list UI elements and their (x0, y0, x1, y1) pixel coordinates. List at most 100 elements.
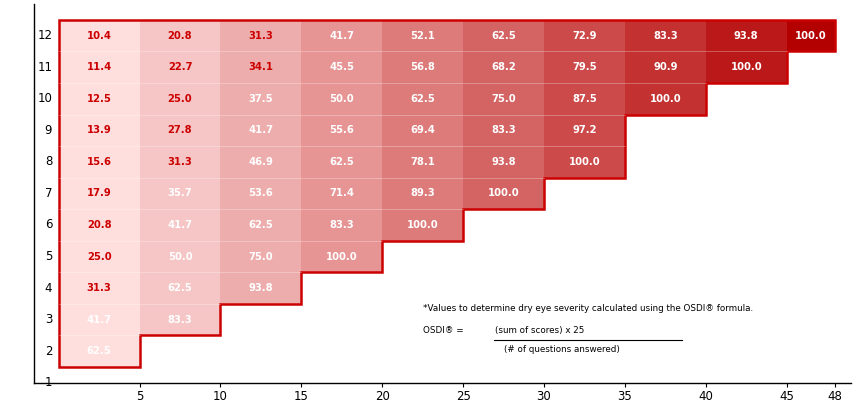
Bar (301, 83, 382, 114)
Bar (625, 83, 706, 114)
Text: 25.0: 25.0 (87, 252, 112, 262)
Bar (301, 146, 382, 178)
Bar (544, 83, 625, 114)
Text: OSDI® =: OSDI® = (422, 326, 466, 335)
Bar (382, 83, 464, 114)
Text: 11: 11 (37, 61, 52, 74)
Bar (139, 209, 220, 241)
Bar (464, 83, 544, 114)
Bar (139, 178, 220, 209)
Text: 69.4: 69.4 (410, 125, 435, 135)
Bar (301, 209, 382, 241)
Bar (706, 20, 787, 52)
Text: 11.4: 11.4 (87, 62, 112, 72)
Bar (544, 114, 625, 146)
Bar (301, 178, 382, 209)
Bar (220, 52, 301, 83)
Bar (382, 146, 464, 178)
Text: 100.0: 100.0 (730, 62, 762, 72)
Text: 62.5: 62.5 (87, 346, 112, 356)
Bar (58, 241, 139, 272)
Text: 62.5: 62.5 (249, 220, 273, 230)
Bar (58, 114, 139, 146)
Text: 83.3: 83.3 (491, 125, 516, 135)
Text: 31.3: 31.3 (168, 157, 193, 167)
Bar (464, 20, 544, 52)
Bar (382, 20, 464, 52)
Text: 50.0: 50.0 (329, 94, 354, 104)
Text: 97.2: 97.2 (572, 125, 597, 135)
Bar (301, 114, 382, 146)
Bar (220, 272, 301, 304)
Text: 31.3: 31.3 (249, 31, 273, 41)
Bar (220, 20, 301, 52)
Bar (58, 20, 139, 52)
Text: 78.1: 78.1 (410, 157, 435, 167)
Bar (382, 114, 464, 146)
Bar (382, 178, 464, 209)
Text: 79.5: 79.5 (572, 62, 597, 72)
Bar (139, 114, 220, 146)
Text: 37.5: 37.5 (249, 94, 273, 104)
Text: 17.9: 17.9 (87, 188, 112, 198)
Text: 50.0: 50.0 (168, 252, 193, 262)
Text: 83.3: 83.3 (653, 31, 678, 41)
Bar (220, 178, 301, 209)
Text: 12: 12 (37, 29, 52, 42)
Text: 87.5: 87.5 (572, 94, 597, 104)
Bar (787, 20, 835, 52)
Text: *Values to determine dry eye severity calculated using the OSDI® formula.: *Values to determine dry eye severity ca… (422, 304, 752, 313)
Bar (464, 114, 544, 146)
Text: (sum of scores) x 25: (sum of scores) x 25 (495, 326, 585, 335)
Text: 71.4: 71.4 (329, 188, 354, 198)
Text: 75.0: 75.0 (491, 94, 516, 104)
Text: 62.5: 62.5 (329, 157, 354, 167)
Text: 100.0: 100.0 (796, 31, 826, 41)
Text: 25.0: 25.0 (168, 94, 193, 104)
Bar (139, 146, 220, 178)
Text: 10: 10 (37, 92, 52, 105)
Bar (139, 52, 220, 83)
Bar (58, 83, 139, 114)
Bar (220, 241, 301, 272)
Bar (382, 52, 464, 83)
Bar (544, 52, 625, 83)
Text: 2: 2 (45, 345, 52, 358)
Text: 100.0: 100.0 (488, 188, 519, 198)
Text: 62.5: 62.5 (168, 283, 193, 293)
Text: 52.1: 52.1 (410, 31, 435, 41)
Text: 8: 8 (45, 156, 52, 168)
Text: 34.1: 34.1 (249, 62, 273, 72)
Bar (544, 146, 625, 178)
Text: 41.7: 41.7 (168, 220, 193, 230)
Text: 15.6: 15.6 (87, 157, 112, 167)
Bar (58, 304, 139, 335)
Text: 68.2: 68.2 (491, 62, 516, 72)
Text: 41.7: 41.7 (249, 125, 273, 135)
Bar (220, 114, 301, 146)
Text: 45.5: 45.5 (329, 62, 354, 72)
Text: 1: 1 (45, 376, 52, 389)
Bar (382, 209, 464, 241)
Text: 93.8: 93.8 (249, 283, 273, 293)
Text: 100.0: 100.0 (649, 94, 681, 104)
Bar (139, 20, 220, 52)
Text: 53.6: 53.6 (249, 188, 273, 198)
Text: 13.9: 13.9 (87, 125, 112, 135)
Bar (220, 83, 301, 114)
Text: 56.8: 56.8 (410, 62, 435, 72)
Text: 12.5: 12.5 (87, 94, 112, 104)
Text: 9: 9 (45, 124, 52, 137)
Text: 93.8: 93.8 (734, 31, 759, 41)
Text: 62.5: 62.5 (410, 94, 435, 104)
Bar (58, 272, 139, 304)
Text: 22.7: 22.7 (168, 62, 193, 72)
Text: 100.0: 100.0 (407, 220, 439, 230)
Text: 83.3: 83.3 (329, 220, 354, 230)
Bar (706, 52, 787, 83)
Bar (139, 241, 220, 272)
Text: 20.8: 20.8 (168, 31, 193, 41)
Bar (301, 20, 382, 52)
Text: 90.9: 90.9 (653, 62, 678, 72)
Text: 20.8: 20.8 (87, 220, 112, 230)
